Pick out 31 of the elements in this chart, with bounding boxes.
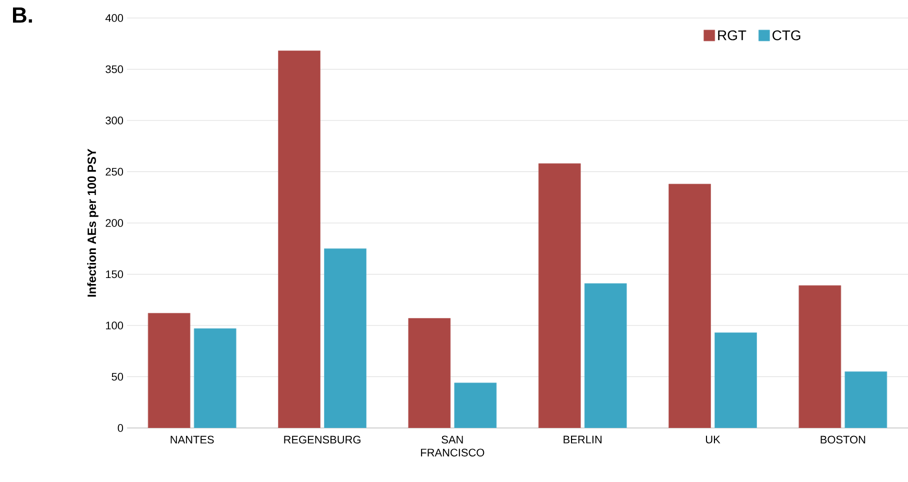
- y-tick-label: 100: [106, 322, 124, 330]
- y-tick-label: 400: [105, 14, 124, 22]
- bar: [278, 50, 320, 428]
- x-tick-label: SAN FRANCISCO: [421, 436, 484, 456]
- y-tick-label: 350: [106, 65, 124, 74]
- bar: [194, 328, 236, 428]
- bar: [408, 318, 451, 428]
- y-tick-label: 0: [118, 424, 124, 432]
- bar: [584, 283, 627, 428]
- y-tick-label: 200: [106, 219, 124, 227]
- y-axis-title: Infection AEs per 100 PSY: [87, 148, 98, 297]
- bar: [844, 371, 888, 428]
- y-tick-label: 150: [106, 270, 124, 278]
- x-tick-label: BOSTON: [820, 436, 866, 444]
- y-tick-label: 300: [106, 116, 124, 124]
- x-tick-label: REGENSBURG: [284, 436, 360, 444]
- bar: [454, 382, 497, 428]
- bar: [714, 332, 757, 428]
- x-tick-label: NANTES: [170, 436, 214, 444]
- bar: [538, 163, 581, 428]
- legend-label: RGT: [718, 30, 746, 40]
- y-tick-label: 250: [106, 168, 124, 176]
- text: B.: [13, 8, 32, 23]
- y-tick-label: 50: [112, 372, 124, 381]
- bar: [148, 312, 190, 428]
- bar: [668, 184, 711, 428]
- legend-label: CTG: [772, 30, 800, 40]
- bar: [324, 248, 366, 428]
- bar: [798, 285, 842, 428]
- x-tick-label: BERLIN: [564, 436, 602, 444]
- x-tick-label: UK: [706, 436, 720, 444]
